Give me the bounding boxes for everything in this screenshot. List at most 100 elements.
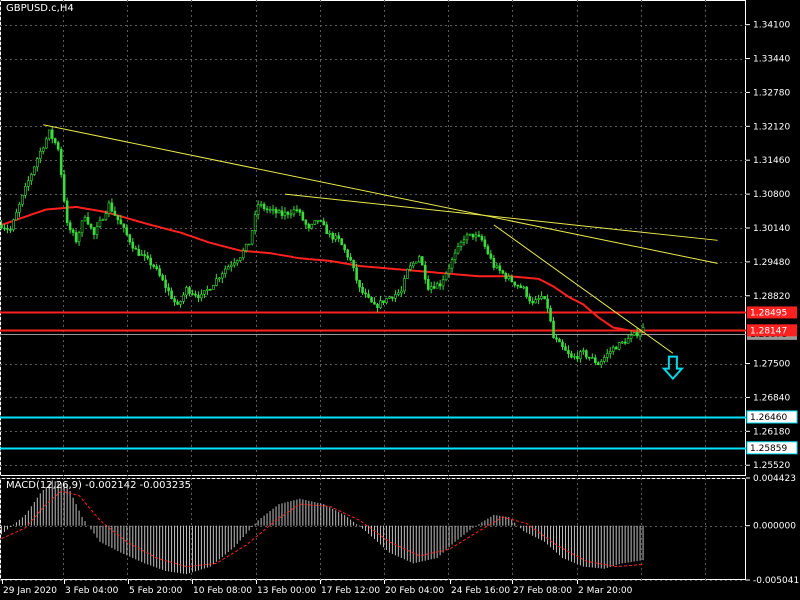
candle-body <box>173 298 176 303</box>
x-tick-label: 27 Feb 08:00 <box>513 586 572 596</box>
candle-body <box>268 209 272 211</box>
level-tag-bg <box>747 410 797 423</box>
y-tick-label: 1.34100 <box>753 21 790 31</box>
candle-body <box>27 180 30 187</box>
candle-body <box>495 265 499 268</box>
candle-body <box>256 204 260 215</box>
x-tick-label: 17 Feb 12:00 <box>321 586 380 596</box>
candle-body <box>313 220 317 225</box>
y-tick-label: 1.25520 <box>753 461 790 471</box>
candle-body <box>370 297 373 303</box>
candle-body <box>459 241 463 247</box>
candle-body <box>65 200 69 223</box>
candle-body <box>555 337 558 340</box>
candle-body <box>519 285 523 288</box>
y-tick-label: 1.31460 <box>753 156 790 166</box>
candle-body <box>594 357 597 363</box>
y-tick-label: 1.32780 <box>753 88 790 98</box>
candle-body <box>77 232 81 243</box>
level-tag-border <box>746 441 798 455</box>
trendlines[interactable] <box>43 124 718 354</box>
candle-body <box>289 213 293 216</box>
price-axis: 1.34100 1.33440 1.32780 1.32120 1.31460 1.308… <box>746 21 799 586</box>
candle-body <box>468 233 472 236</box>
candle-body <box>582 350 585 352</box>
candle-body <box>385 298 388 304</box>
y-tick-label: 1.32120 <box>753 122 790 132</box>
candle-body <box>182 294 185 302</box>
main-frame <box>0 0 746 476</box>
candle-body <box>406 268 409 279</box>
candle-body <box>0 224 3 229</box>
candle-body <box>382 300 385 304</box>
trendline <box>493 224 674 354</box>
candle-body <box>232 262 236 266</box>
candle-body <box>525 286 528 297</box>
candle-body <box>283 211 287 216</box>
candle-body <box>441 279 445 287</box>
candle-body <box>250 230 254 245</box>
candle-body <box>358 279 361 288</box>
candle-body <box>33 166 36 175</box>
candle-body <box>543 296 546 300</box>
x-tick-label: 5 Feb 20:00 <box>129 586 183 596</box>
candle-body <box>170 290 173 299</box>
x-tick-label: 10 Feb 08:00 <box>193 586 252 596</box>
candle-body <box>137 248 141 256</box>
candle-body <box>280 210 284 216</box>
candle-body <box>462 239 466 243</box>
candle-body <box>492 258 496 268</box>
candles <box>0 126 645 368</box>
candle-body <box>510 276 514 283</box>
candle-body <box>588 356 591 359</box>
candle-body <box>215 278 218 286</box>
candle-body <box>516 284 520 287</box>
candle-body <box>537 298 540 300</box>
candle-body <box>420 256 424 266</box>
candle-body <box>567 350 570 355</box>
y-tick-label: 1.30800 <box>753 190 790 200</box>
macd-signal-line <box>1 490 644 568</box>
candle-body <box>74 232 78 243</box>
time-axis: 29 Jan 2020 3 Feb 04:00 5 Feb 20:00 10 Feb … <box>2 580 633 596</box>
horizontal-levels[interactable] <box>0 311 746 450</box>
candle-body <box>3 227 6 230</box>
candle-body <box>221 273 224 279</box>
candle-body <box>50 129 54 139</box>
candle-body <box>429 286 433 290</box>
candle-body <box>531 300 534 304</box>
y-tick-label: 1.26840 <box>753 393 790 403</box>
candle-body <box>352 259 355 269</box>
candle-body <box>107 202 111 214</box>
candle-body <box>203 290 206 295</box>
candle-body <box>68 222 72 231</box>
candle-body <box>629 334 633 339</box>
candle-body <box>146 255 150 259</box>
candle-body <box>331 232 335 240</box>
candle-body <box>274 208 278 214</box>
candle-body <box>286 211 290 215</box>
candle-body <box>579 351 582 360</box>
candle-body <box>414 261 418 264</box>
candle-body <box>116 215 120 221</box>
candle-body <box>200 293 203 299</box>
macd-tick-label: 0.000000 <box>753 522 796 532</box>
candle-body <box>241 250 245 259</box>
macd-tick-label: -0.005041 <box>753 576 799 586</box>
candle-body <box>310 223 314 229</box>
candle-body <box>149 257 152 266</box>
down-arrow-shape <box>661 355 685 381</box>
candle-body <box>292 209 296 215</box>
candle-body <box>244 243 248 251</box>
candle-body <box>98 220 102 227</box>
candle-body <box>558 339 561 343</box>
trendline <box>43 124 718 264</box>
candle-body <box>24 186 27 196</box>
macd-title: MACD(12,26,9) -0.002142 -0.003235 <box>6 480 191 491</box>
candle-body <box>447 267 451 274</box>
candle-body <box>564 346 567 351</box>
candle-body <box>15 212 18 221</box>
candle-body <box>298 209 302 213</box>
candle-body <box>155 266 158 270</box>
